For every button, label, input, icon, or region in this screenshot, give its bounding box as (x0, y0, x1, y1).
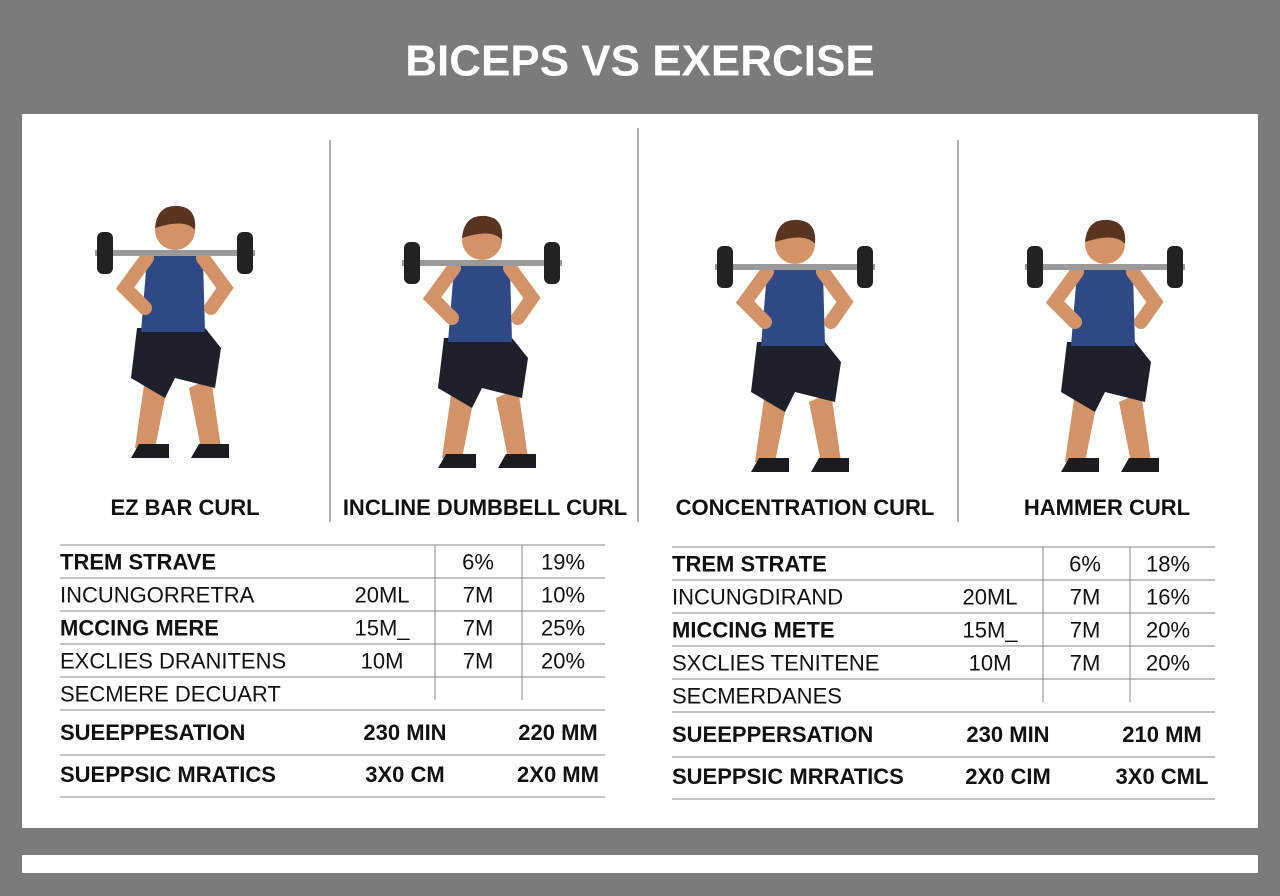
exercise-name: EZ BAR CURL (110, 495, 259, 520)
summary-value: 3X0 CML (1116, 764, 1209, 789)
exercise-name: INCLINE DUMBBELL CURL (343, 495, 627, 520)
cell: 7M (1070, 584, 1101, 609)
summary-value: 210 MM (1122, 722, 1201, 747)
summary-value: 230 MIN (363, 720, 446, 745)
summary-label: SUEEPPERSATION (672, 722, 873, 747)
title: BICEPS VS EXERCISE (405, 37, 874, 86)
cell: 20ML (962, 584, 1017, 609)
row-label: SECMERDANES (672, 683, 842, 708)
cell: 7M (1070, 617, 1101, 642)
cell: 25% (541, 615, 585, 640)
summary-value: 220 MM (518, 720, 597, 745)
row-label: SXCLIES TENITENE (672, 650, 879, 675)
exercise-name: CONCENTRATION CURL (676, 495, 935, 520)
row-label: MICCING METE (672, 617, 835, 642)
cell: 10% (541, 582, 585, 607)
summary-label: SUEPPSIC MRRATICS (672, 764, 904, 789)
row-label: SECMERE DECUART (60, 681, 281, 706)
summary-label: SUEEPPESATION (60, 720, 245, 745)
exercise-name: HAMMER CURL (1024, 495, 1190, 520)
cell: 10M (361, 648, 404, 673)
summary-label: SUEPPSIC MRATICS (60, 762, 276, 787)
summary-value: 2X0 CIM (965, 764, 1051, 789)
footer-strip (22, 855, 1258, 873)
cell: 20% (1146, 617, 1190, 642)
summary-value: 3X0 CM (365, 762, 444, 787)
row-label: INCUNGORRETRA (60, 582, 255, 607)
row-label: TREM STRAVE (60, 549, 216, 574)
summary-value: 2X0 MM (517, 762, 599, 787)
row-label: TREM STRATE (672, 551, 827, 576)
cell: 20% (1146, 650, 1190, 675)
cell: 6% (462, 549, 494, 574)
dividers (329, 128, 959, 522)
cell: 7M (463, 648, 494, 673)
cell: 20ML (354, 582, 409, 607)
cell: 15M_ (354, 615, 410, 640)
row-label: MCCING MERE (60, 615, 219, 640)
summary-value: 230 MIN (966, 722, 1049, 747)
cell: 19% (541, 549, 585, 574)
cell: 10M (969, 650, 1012, 675)
cell: 15M_ (962, 617, 1018, 642)
cell: 18% (1146, 551, 1190, 576)
panel (22, 114, 1258, 828)
cell: 7M (1070, 650, 1101, 675)
row-label: EXCLIES DRANITENS (60, 648, 286, 673)
row-label: INCUNGDIRAND (672, 584, 843, 609)
cell: 20% (541, 648, 585, 673)
cell: 7M (463, 582, 494, 607)
cell: 16% (1146, 584, 1190, 609)
cell: 7M (463, 615, 494, 640)
cell: 6% (1069, 551, 1101, 576)
